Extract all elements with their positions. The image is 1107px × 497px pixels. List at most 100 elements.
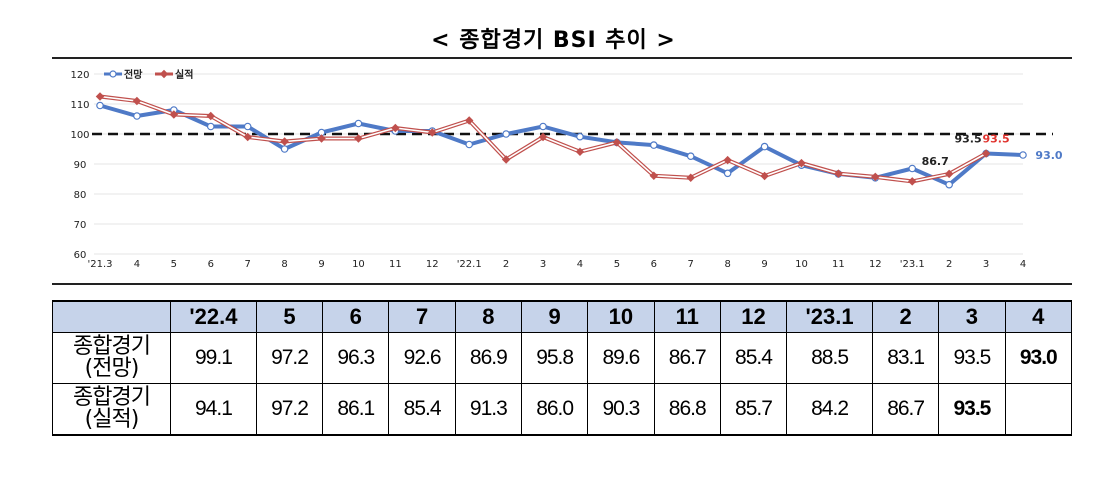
table-row-forecast: 종합경기 (전망) 99.1 97.2 96.3 92.6 86.9 95.8 8… (52, 332, 1073, 384)
table-corner-cell (52, 300, 171, 333)
x-axis-ticks: '21.3 4 5 6 7 8 9 10 11 12 '22.1 2 3 4 5 6 7 8 9 10 11 12 '23.… (87, 259, 1026, 270)
actual-point (243, 132, 252, 142)
table-cell: 91.3 (454, 383, 523, 436)
x-tick-label: 11 (389, 259, 402, 270)
legend-label-forecast: 전망 (124, 68, 143, 81)
table-cell: 86.7 (653, 332, 721, 384)
forecast-point (945, 180, 953, 189)
y-axis-ticks: 60 70 80 90 100 110 120 (70, 70, 89, 261)
chart-title: < 종합경기 BSI 추이 > (431, 28, 676, 53)
table-header-row: '22.4 5 6 7 8 9 10 11 12 '23.1 2 3 4 (52, 300, 1073, 333)
table-cell: 97.2 (255, 332, 324, 384)
x-tick-label: 4 (577, 259, 583, 270)
table-cell: 83.1 (871, 332, 940, 384)
forecast-point (723, 169, 732, 178)
table-cell: 92.6 (388, 332, 456, 384)
forecast-point (96, 101, 104, 110)
col-header: 10 (587, 300, 655, 333)
x-tick-label: 5 (171, 259, 177, 270)
data-label: 93.5 (983, 133, 1010, 146)
data-label: 93.0 (1035, 149, 1062, 162)
x-tick-label: 3 (983, 259, 989, 270)
x-tick-label: 10 (352, 259, 365, 270)
x-tick-label: 9 (761, 259, 767, 270)
legend-label-actual: 실적 (175, 68, 193, 81)
actual-point (464, 116, 474, 125)
table-cell: 88.5 (786, 332, 873, 384)
table-cell: 97.2 (255, 383, 324, 436)
x-tick-label: 5 (614, 259, 620, 270)
data-annotations: 86.7 93.5 93.5 93.0 (922, 133, 1063, 168)
x-tick-label: 3 (540, 259, 546, 270)
actual-point (317, 134, 326, 143)
actual-point (280, 137, 289, 146)
table-cell: 86.0 (520, 383, 589, 436)
x-tick-label: 2 (946, 259, 952, 270)
forecast-point (133, 112, 141, 120)
x-tick-label: 4 (134, 259, 140, 270)
forecast-point (539, 122, 547, 131)
title-divider (52, 57, 1072, 59)
table-cell: 93.5 (938, 383, 1006, 436)
bsi-data-table: '22.4 5 6 7 8 9 10 11 12 '23.1 2 3 4 종합경… (52, 300, 1073, 436)
x-tick-label: 6 (208, 259, 214, 270)
y-tick-label: 120 (70, 70, 89, 81)
forecast-point (908, 164, 917, 173)
y-tick-label: 90 (74, 160, 87, 171)
col-header: 2 (871, 300, 940, 333)
table-cell: 99.1 (170, 332, 257, 384)
x-tick-label: 11 (832, 259, 845, 270)
x-tick-label: '22.1 (457, 259, 482, 270)
forecast-point (686, 152, 695, 161)
x-tick-label: 9 (318, 259, 324, 270)
x-tick-label: '23.1 (900, 259, 925, 270)
x-tick-label: 6 (651, 259, 657, 270)
x-tick-label: 7 (244, 259, 250, 270)
col-header: 4 (1004, 300, 1073, 333)
col-header: '22.4 (170, 300, 257, 333)
x-tick-label: 4 (1020, 259, 1026, 270)
table-cell: 93.0 (1004, 332, 1073, 384)
table-cell: 93.5 (938, 332, 1006, 384)
gridlines (94, 73, 1023, 255)
forecast-point (243, 122, 252, 131)
y-tick-label: 110 (70, 100, 89, 111)
table-row-actual: 종합경기 (실적) 94.1 97.2 86.1 85.4 91.3 86.0 9… (52, 383, 1073, 436)
table-cell: 94.1 (170, 383, 257, 436)
table-cell: 89.6 (587, 332, 655, 384)
table-cell (1004, 383, 1073, 436)
table-cell: 85.7 (719, 383, 788, 436)
series-lines (95, 92, 1027, 189)
forecast-point (354, 119, 363, 128)
y-tick-label: 60 (74, 250, 87, 261)
y-tick-label: 100 (70, 130, 89, 141)
row-label-actual: 종합경기 (실적) (52, 383, 171, 436)
row-label-forecast: 종합경기 (전망) (52, 332, 171, 384)
y-tick-label: 80 (74, 190, 87, 201)
legend-marker-actual (159, 69, 169, 79)
table-cell: 86.9 (454, 332, 523, 384)
forecast-point (502, 130, 510, 138)
forecast-point (280, 145, 289, 153)
x-tick-label: 8 (281, 259, 287, 270)
col-header: 11 (653, 300, 721, 333)
col-header: '23.1 (786, 300, 873, 333)
x-tick-label: 12 (869, 259, 882, 270)
x-tick-label: '21.3 (87, 259, 112, 270)
x-tick-label: 12 (426, 259, 439, 270)
forecast-point (206, 122, 215, 131)
legend-marker-forecast (109, 70, 117, 78)
actual-point (391, 123, 400, 133)
table-cell: 85.4 (719, 332, 788, 384)
col-header: 7 (388, 300, 456, 333)
y-tick-label: 70 (74, 220, 87, 231)
table-cell: 86.7 (871, 383, 940, 436)
x-tick-label: 8 (724, 259, 730, 270)
col-header: 6 (322, 300, 390, 333)
forecast-point (1019, 151, 1027, 159)
actual-point (95, 92, 105, 101)
forecast-point (649, 141, 658, 149)
col-header: 12 (719, 300, 788, 333)
col-header: 9 (520, 300, 589, 333)
col-header: 8 (454, 300, 523, 333)
